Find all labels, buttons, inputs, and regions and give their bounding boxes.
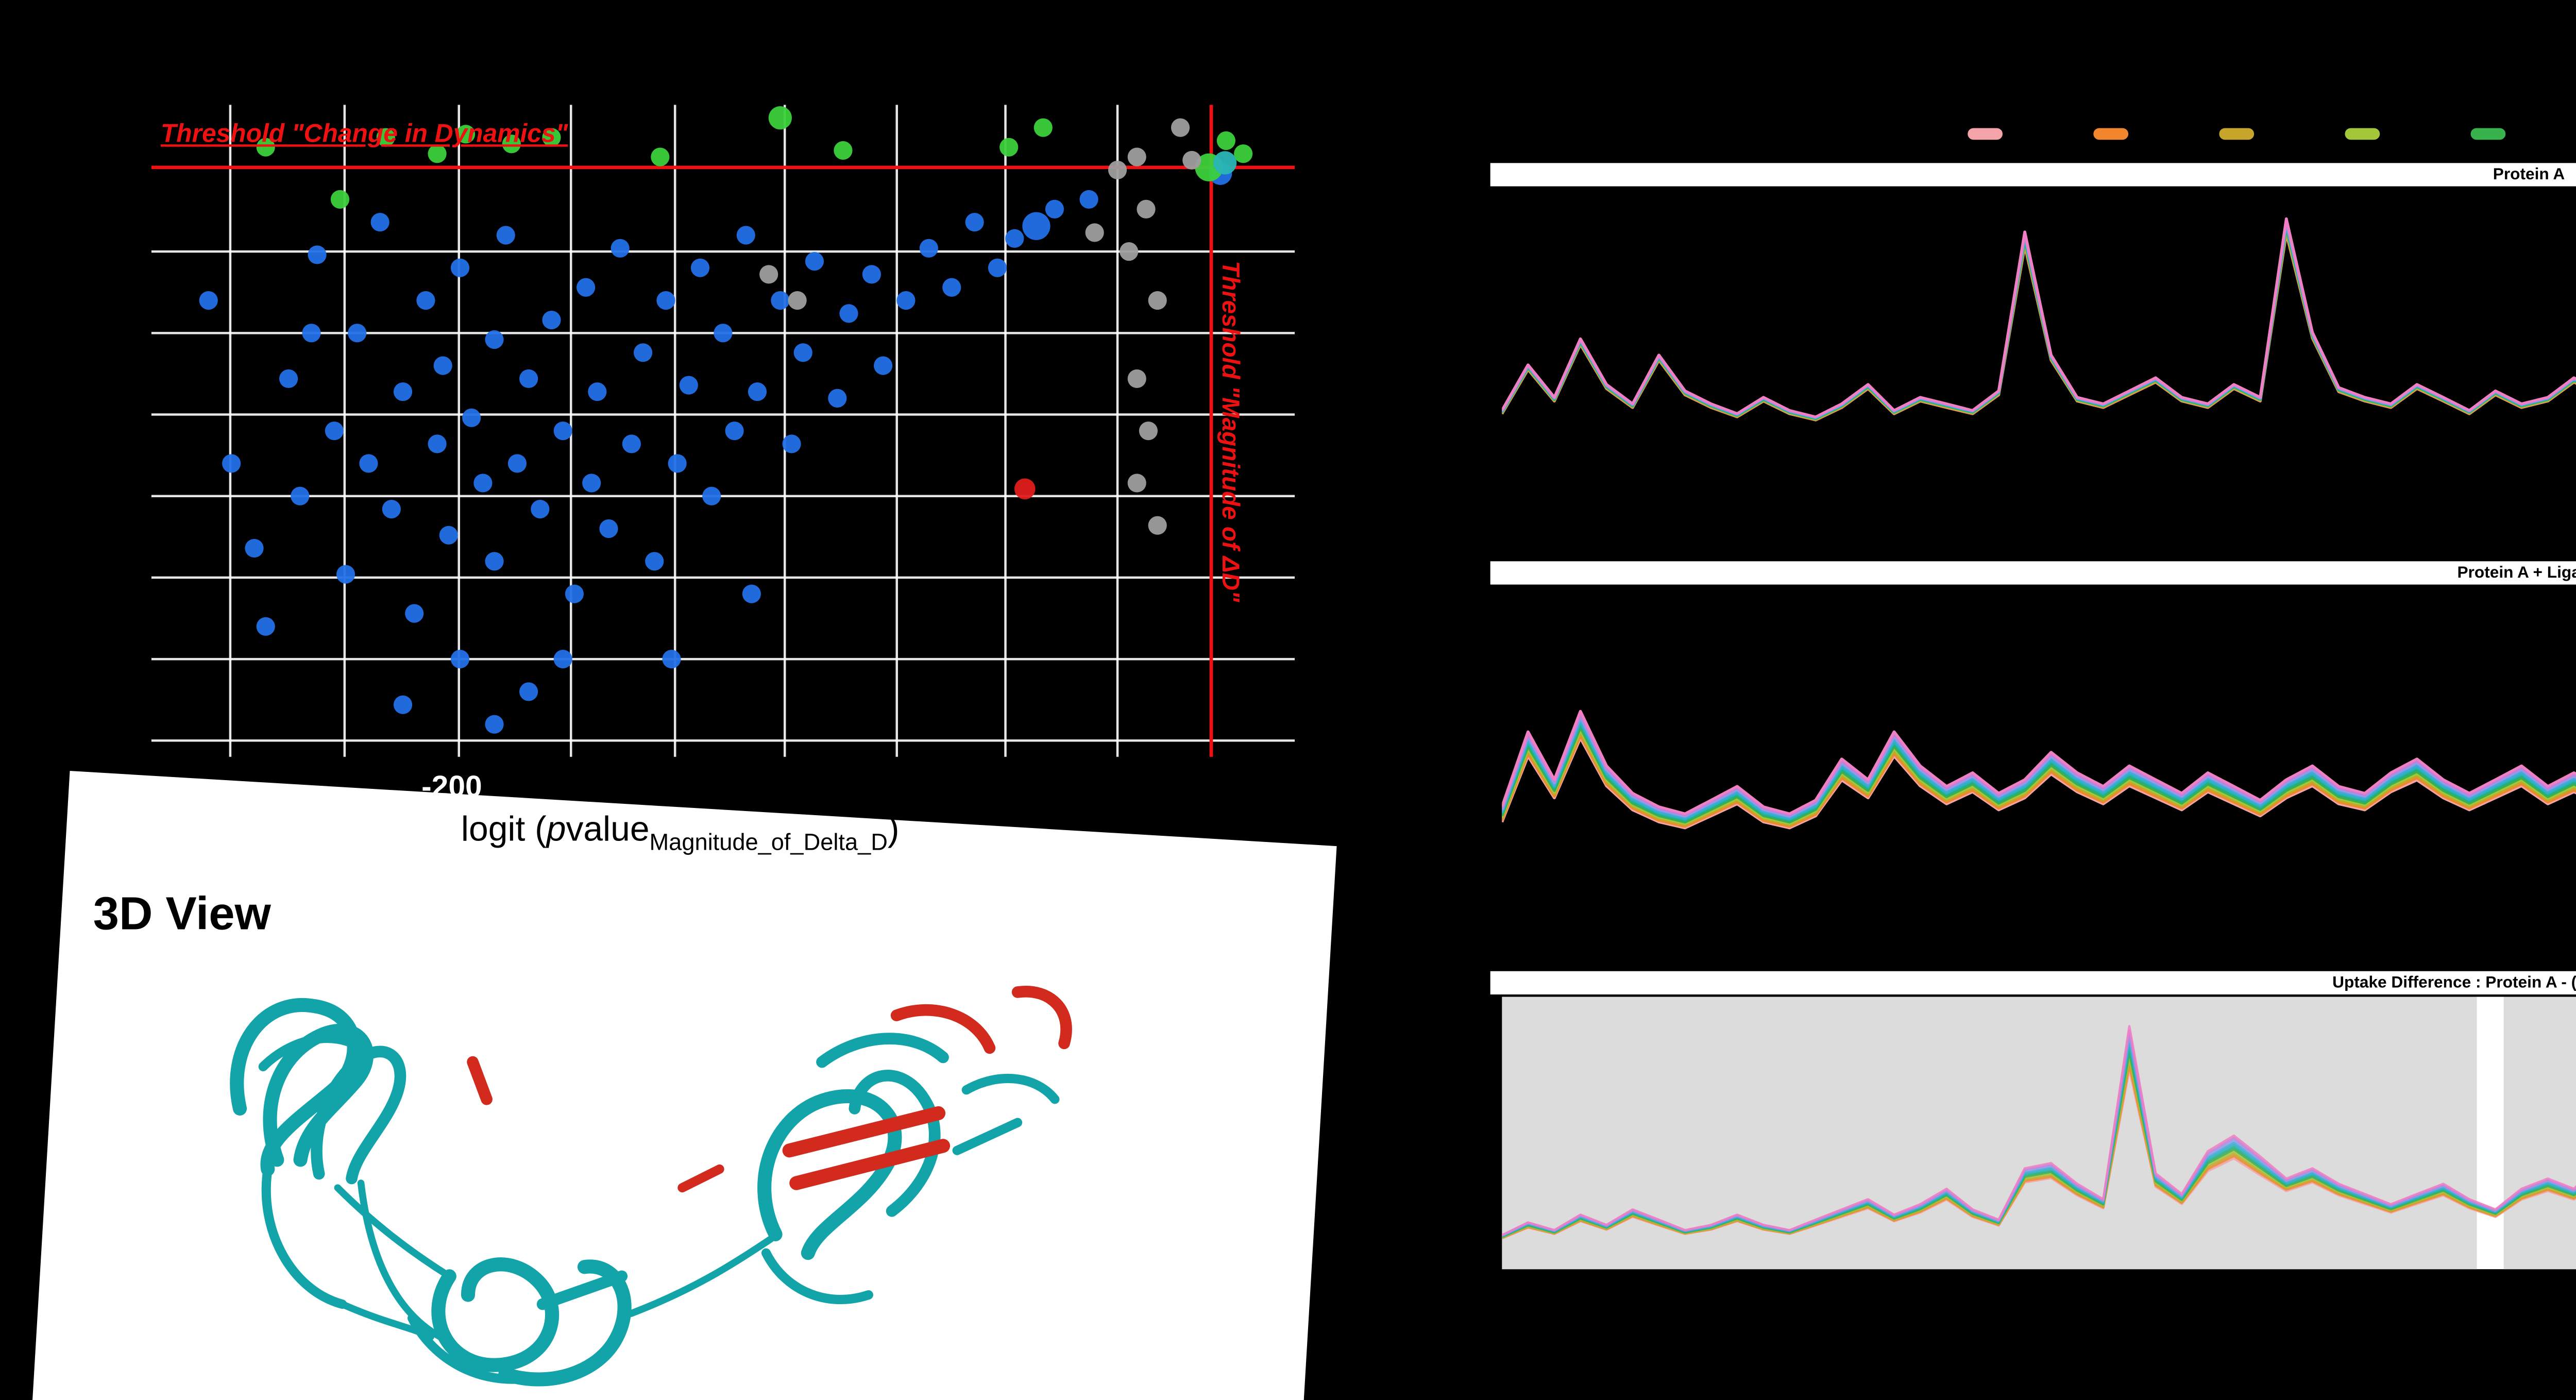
legend-swatch[interactable]	[1968, 128, 2003, 139]
panel-title-uptake-difference: Uptake Difference : Protein A - (Protein…	[2332, 974, 2576, 991]
legend-swatch[interactable]	[2345, 128, 2381, 139]
legend-swatch[interactable]	[2471, 128, 2506, 139]
x-axis-label: logit (pvalueMagnitude_of_Delta_D)	[461, 810, 900, 857]
legend-swatch[interactable]	[2093, 128, 2129, 139]
panel-title-bar-uptake-difference: Uptake Difference : Protein A - (Protein…	[1490, 971, 2576, 994]
panel-title-bar-protein-a-ligand: Protein A + Ligand	[1490, 561, 2576, 585]
3d-view-title: 3D View	[93, 889, 271, 941]
panel-title-bar-protein-a: Protein A	[1490, 163, 2576, 187]
x-axis-tick-label: -200	[421, 768, 482, 804]
uptake-chart-protein-a-ligand[interactable]	[1502, 587, 2576, 943]
legend-swatch[interactable]	[2219, 128, 2255, 139]
timepoint-legend	[1968, 128, 2576, 139]
volcano-scatter-plot[interactable]	[151, 105, 1295, 757]
threshold-magnitude-label: Threshold "Magnitude of ΔD"	[1215, 261, 1244, 602]
threshold-dynamics-label: Threshold "Change in Dynamics"	[160, 121, 568, 149]
protein-ribbon	[230, 986, 1072, 1387]
panel-title-protein-a: Protein A	[2493, 166, 2565, 183]
uptake-difference-chart[interactable]	[1502, 997, 2576, 1270]
uptake-chart-protein-a[interactable]	[1502, 191, 2576, 548]
panel-title-protein-a-ligand: Protein A + Ligand	[2457, 565, 2576, 581]
